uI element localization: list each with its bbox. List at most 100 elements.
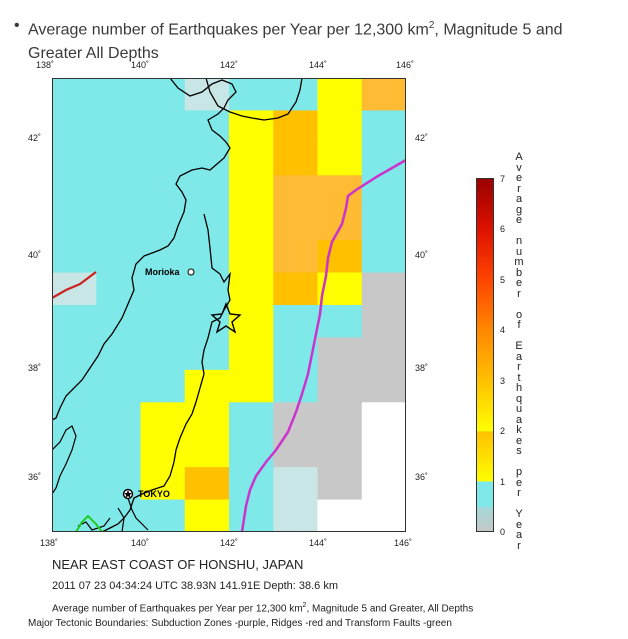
left-lat-tick: 40˚: [28, 250, 42, 260]
grid-cell: [229, 110, 274, 144]
grid-cell: [96, 305, 141, 338]
coastline-honshu-east: [101, 213, 231, 532]
colorbar-title-letter: h: [515, 382, 523, 394]
colorbar-segment: [476, 329, 494, 381]
grid-cell: [317, 110, 363, 144]
grid-cell: [317, 78, 363, 111]
grid-cell: [317, 240, 363, 274]
colorbar-title-letter: [512, 299, 526, 310]
grid-cell: [52, 337, 97, 371]
grid-cell: [184, 240, 230, 274]
grid-cell: [273, 499, 318, 532]
seismicity-map: [52, 78, 406, 532]
boundaries-legend: Major Tectonic Boundaries: Subduction Zo…: [28, 618, 452, 629]
bottom-lon-tick: 144˚: [309, 538, 328, 548]
title-text: Average number of Earthquakes per Year p…: [28, 14, 614, 66]
grid-cell: [273, 467, 318, 501]
grid-cell: [229, 499, 274, 532]
grid-cell: [140, 467, 186, 501]
colorbar-title-letter: a: [515, 350, 523, 363]
grid-cell: [140, 207, 186, 241]
colorbar-title-letter: a: [515, 413, 523, 426]
grid-cell: [317, 434, 363, 468]
colorbar-title-letter: E: [515, 340, 523, 352]
morioka-marker: [187, 268, 195, 276]
top-lon-tick: 144˚: [309, 60, 328, 70]
grid-cell: [361, 175, 406, 209]
grid-cell: [96, 402, 141, 436]
grid-cell: [140, 78, 186, 111]
right-lat-tick: 36˚: [415, 472, 429, 482]
colorbar-segment: [476, 178, 494, 230]
colorbar-tick: 1: [500, 477, 506, 487]
subduction-zone: [240, 158, 406, 532]
grid-cell: [140, 240, 186, 274]
left-lat-tick: 38˚: [28, 363, 42, 373]
grid-cell: [361, 305, 406, 338]
grid-cell: [52, 240, 97, 274]
grid-cell: [361, 78, 406, 111]
transform-fault: [75, 514, 103, 532]
grid-cell: [229, 142, 274, 176]
grid-cell: [317, 369, 363, 403]
grid-cell: [317, 337, 363, 371]
grid-cell: [140, 402, 186, 436]
grid-cell: [52, 402, 97, 436]
grid-cell: [96, 175, 141, 209]
grid-cell: [140, 272, 186, 306]
ridge: [52, 271, 97, 299]
epicenter-star: [210, 302, 242, 334]
map-caption: Average number of Earthquakes per Year p…: [52, 602, 473, 614]
grid-cell: [273, 402, 318, 436]
grid-cell: [317, 305, 363, 338]
grid-cell: [273, 142, 318, 176]
grid-cell: [317, 207, 363, 241]
grid-cell: [96, 467, 141, 501]
grid-cell: [184, 272, 230, 306]
colorbar-title-letter: g: [515, 203, 523, 216]
grid-cell: [361, 272, 406, 306]
colorbar-title-letter: f: [517, 319, 521, 331]
grid-cell: [96, 207, 141, 241]
grid-cell: [96, 240, 141, 274]
colorbar-title-letter: n: [515, 235, 523, 247]
colorbar-tick: 7: [500, 174, 506, 184]
colorbar-title-letter: e: [515, 277, 523, 289]
grid-cell: [184, 369, 230, 403]
grid-cell: [52, 142, 97, 176]
grid-cell: [229, 240, 274, 274]
colorbar-tick: 5: [500, 275, 506, 285]
colorbar-title-letter: m: [514, 256, 524, 268]
colorbar-cyan-band: [476, 481, 494, 507]
right-lat-tick: 42˚: [415, 133, 429, 143]
grid-cell: [273, 369, 318, 403]
colorbar-segment: [476, 430, 494, 482]
grid-cell: [140, 305, 186, 338]
top-lon-tick: 142˚: [220, 60, 239, 70]
grid-cell: [96, 337, 141, 371]
grid-cell: [361, 499, 406, 532]
title-sup: 2: [428, 20, 435, 31]
grid-cell: [184, 402, 230, 436]
grid-cell: [229, 402, 274, 436]
grid-cell: [273, 78, 318, 111]
grid-cells: [52, 78, 406, 532]
grid-cell: [229, 207, 274, 241]
grid-cell: [52, 175, 97, 209]
grid-cell: [96, 78, 141, 111]
colorbar-title-letter: e: [515, 172, 523, 184]
grid-cell: [140, 499, 186, 532]
grid-cell: [140, 142, 186, 176]
grid-cell: [273, 110, 318, 144]
title-rest: , Magnitude 5 and Greater All Depths: [28, 21, 563, 63]
grid-cell: [184, 337, 230, 371]
grid-cell: [52, 207, 97, 241]
grid-cell: [184, 434, 230, 468]
colorbar-title-letter: e: [515, 518, 523, 531]
grid-cell: [52, 110, 97, 144]
grid-cell: [140, 369, 186, 403]
colorbar-title-letter: e: [515, 214, 523, 226]
colorbar-title-letter: s: [516, 445, 522, 457]
city-label-tokyo: TOKYO: [138, 489, 170, 499]
